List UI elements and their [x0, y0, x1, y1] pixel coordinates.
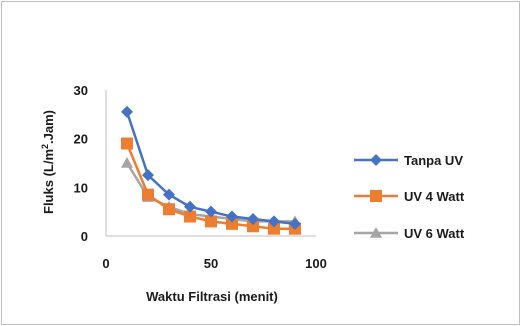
- x-axis-title: Waktu Filtrasi (menit): [146, 289, 278, 304]
- legend-label: UV 4 Watt: [404, 189, 465, 204]
- data-point-tanpa-uv: [247, 212, 259, 225]
- legend-item-tanpa-uv: Tanpa UV: [354, 153, 463, 168]
- legend-marker: [370, 227, 382, 238]
- legend-item-uv-6-watt: UV 6 Watt: [354, 226, 465, 241]
- data-point-uv-4-watt: [121, 137, 133, 150]
- data-point-tanpa-uv: [184, 200, 196, 213]
- data-point-uv-4-watt: [268, 222, 280, 235]
- legend-label: Tanpa UV: [404, 153, 463, 168]
- x-tick-label: 0: [102, 256, 109, 271]
- data-point-uv-4-watt: [184, 210, 196, 223]
- data-point-tanpa-uv: [121, 105, 133, 118]
- data-point-tanpa-uv: [226, 210, 238, 223]
- y-axis-title-main: Fluks (L/m: [41, 149, 56, 214]
- legend-marker: [370, 154, 382, 166]
- y-tick-label: 10: [74, 180, 88, 195]
- data-point-tanpa-uv: [289, 217, 301, 230]
- y-tick-label: 0: [81, 229, 88, 244]
- y-tick-label: 20: [74, 132, 88, 147]
- y-tick-labels: 0 10 20 30: [74, 83, 88, 244]
- data-point-tanpa-uv: [268, 215, 280, 228]
- y-axis-title-superscript: 2: [40, 144, 50, 149]
- x-tick-label: 50: [204, 256, 218, 271]
- legend: Tanpa UV UV 4 Watt UV 6 Watt: [354, 153, 465, 241]
- x-tick-labels: 0 50 100: [102, 256, 326, 271]
- legend-item-uv-4-watt: UV 4 Watt: [354, 189, 465, 204]
- data-point-tanpa-uv: [163, 188, 175, 201]
- data-point-uv-4-watt: [205, 215, 217, 228]
- series-tanpa-uv: [121, 105, 301, 230]
- data-point-uv-4-watt: [163, 203, 175, 216]
- y-axis-title-unit: .Jam): [41, 110, 56, 144]
- data-point-tanpa-uv: [142, 169, 154, 182]
- legend-label: UV 6 Watt: [404, 226, 465, 241]
- data-point-tanpa-uv: [205, 205, 217, 218]
- legend-marker: [370, 190, 382, 202]
- y-tick-label: 30: [74, 83, 88, 98]
- x-tick-label: 100: [305, 256, 327, 271]
- axes: [105, 90, 316, 237]
- series-layer: [121, 105, 301, 235]
- data-point-uv-4-watt: [247, 220, 259, 233]
- data-point-uv-6-watt: [121, 157, 133, 168]
- data-point-uv-4-watt: [226, 217, 238, 230]
- data-point-uv-4-watt: [142, 188, 154, 201]
- y-axis-title: Fluks (L/m2.Jam): [40, 110, 56, 214]
